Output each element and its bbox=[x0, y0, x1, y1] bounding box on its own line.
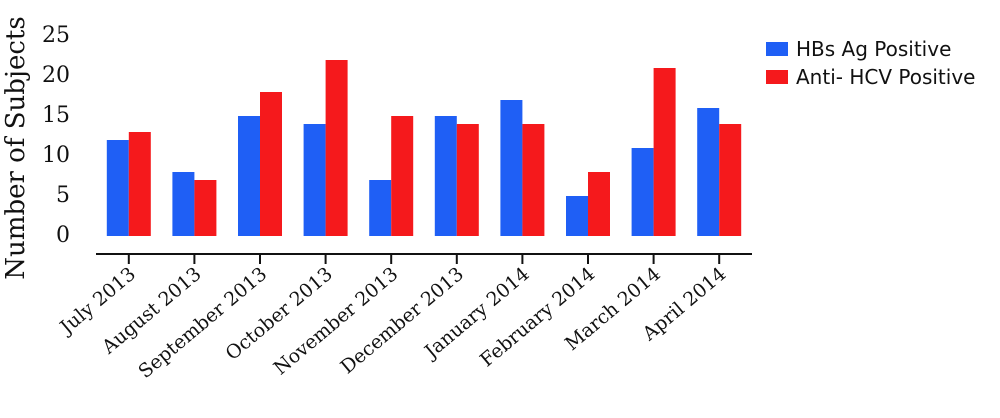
y-tick-label: 25 bbox=[42, 23, 70, 48]
bar bbox=[456, 124, 479, 236]
legend-label: Anti- HCV Positive bbox=[796, 65, 975, 89]
legend: HBs Ag Positive Anti- HCV Positive bbox=[766, 37, 975, 89]
legend-label: HBs Ag Positive bbox=[796, 37, 951, 61]
bar bbox=[631, 148, 654, 236]
bar bbox=[238, 116, 260, 236]
bar bbox=[106, 140, 129, 236]
bar bbox=[369, 180, 392, 236]
bar bbox=[566, 196, 588, 236]
y-tick-label: 15 bbox=[42, 103, 70, 128]
legend-swatch bbox=[766, 70, 788, 84]
x-tick-label: December 2013 bbox=[336, 263, 468, 378]
bar bbox=[500, 100, 523, 236]
bar bbox=[653, 68, 676, 236]
y-axis-title: Number of Subjects bbox=[1, 16, 31, 279]
y-tick-label: 10 bbox=[42, 143, 70, 168]
bar bbox=[260, 92, 282, 236]
bar bbox=[128, 132, 151, 236]
bar bbox=[194, 180, 217, 236]
bar bbox=[391, 116, 414, 236]
legend-swatch bbox=[766, 42, 788, 56]
bar bbox=[697, 108, 720, 236]
bar bbox=[303, 124, 326, 236]
bar bbox=[325, 60, 348, 236]
bar bbox=[588, 172, 610, 236]
y-tick-label: 20 bbox=[42, 63, 70, 88]
bar bbox=[522, 124, 545, 236]
x-tick-label: February 2014 bbox=[476, 263, 599, 371]
bar bbox=[172, 172, 195, 236]
y-tick-label: 5 bbox=[56, 183, 70, 208]
y-tick-label: 0 bbox=[56, 223, 70, 248]
bar bbox=[719, 124, 742, 236]
bar bbox=[434, 116, 457, 236]
